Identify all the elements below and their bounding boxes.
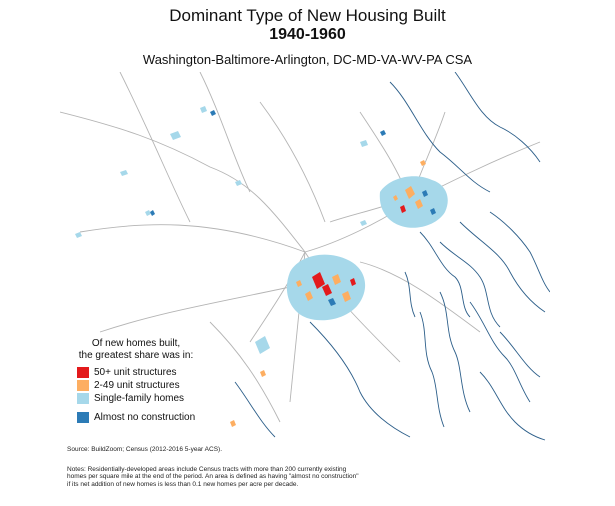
legend-label: Almost no construction xyxy=(94,412,196,423)
notes-line: Notes: Residentially-developed areas inc… xyxy=(67,466,347,473)
legend-swatch xyxy=(77,367,89,378)
legend-item-50plus: 50+ unit structures xyxy=(77,366,195,379)
baltimore-area xyxy=(379,176,448,228)
legend-item-no-construction: Almost no construction xyxy=(77,411,195,424)
legend-heading-2: the greatest share was in: xyxy=(78,350,194,361)
legend-swatch xyxy=(77,380,89,391)
legend-swatch xyxy=(77,393,89,404)
map-period: 1940-1960 xyxy=(269,26,346,43)
notes-line: homes per square mile at the end of the … xyxy=(67,473,359,481)
methodology-notes: Notes: Residentially-developed areas inc… xyxy=(67,466,397,488)
source-note: Source: BuildZoom; Census (2012-2016 5-y… xyxy=(67,446,222,453)
water-outlines xyxy=(234,72,550,441)
legend-swatch xyxy=(77,412,89,423)
washington-area xyxy=(286,254,366,321)
map-region: Washington-Baltimore-Arlington, DC-MD-VA… xyxy=(142,52,473,67)
legend-heading-1: Of new homes built, xyxy=(91,338,181,349)
legend-item-single-family: Single-family homes xyxy=(77,392,195,405)
map-title: Dominant Type of New Housing Built xyxy=(169,6,446,25)
notes-line: if its net addition of new homes is less… xyxy=(67,480,299,488)
legend-item-2-49: 2-49 unit structures xyxy=(77,379,195,392)
legend-label: 50+ unit structures xyxy=(94,367,177,378)
map-canvas xyxy=(60,72,550,441)
legend: Of new homes built, the greatest share w… xyxy=(77,338,195,424)
outlying-developed-areas xyxy=(75,106,426,427)
legend-label: 2-49 unit structures xyxy=(94,380,180,391)
legend-label: Single-family homes xyxy=(94,393,185,404)
